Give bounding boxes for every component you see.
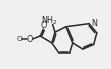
Text: NH$_2$: NH$_2$ <box>41 14 58 27</box>
Text: O: O <box>16 36 22 42</box>
Text: N: N <box>91 19 97 28</box>
Text: O: O <box>26 35 33 44</box>
Text: O: O <box>41 21 47 30</box>
